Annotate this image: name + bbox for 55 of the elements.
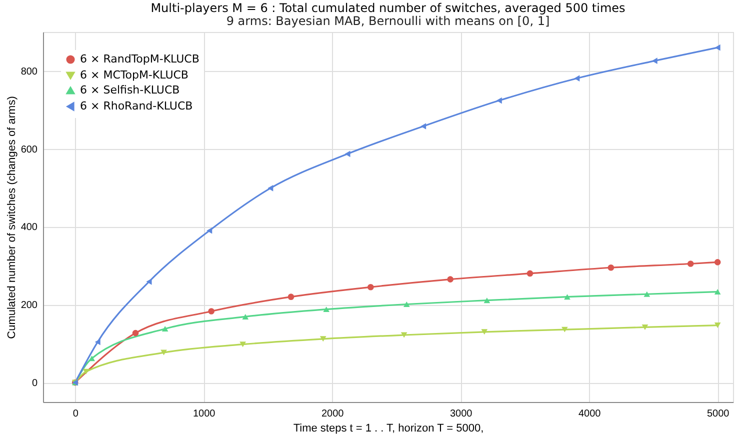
point — [714, 289, 721, 295]
point — [608, 264, 614, 271]
point — [320, 336, 326, 342]
legend-label: 6 × Selfish-KLUCB — [80, 84, 180, 96]
point — [574, 75, 580, 82]
point — [714, 44, 720, 51]
point — [447, 276, 454, 282]
point — [687, 260, 694, 267]
point — [344, 150, 350, 158]
point — [642, 324, 648, 330]
point — [288, 294, 294, 300]
point — [714, 259, 721, 266]
point — [162, 326, 168, 332]
point — [323, 306, 330, 312]
point — [400, 332, 408, 338]
point — [484, 298, 490, 304]
y-axis-title: Cumulated number of switches (changes of arms) — [6, 96, 18, 339]
x-tick-label: 4000 — [578, 408, 602, 420]
point — [132, 330, 139, 336]
point — [208, 308, 214, 314]
point — [714, 322, 721, 328]
chart-title: Multi-players M = 6 : Total cumulated number of switches, averaged 500 times — [150, 1, 626, 15]
y-tick-label: 200 — [20, 300, 38, 312]
x-tick-label: 3000 — [450, 408, 473, 420]
point — [526, 270, 534, 277]
point — [146, 278, 152, 285]
chart-subtitle: 9 arms: Bayesian MAB, Bernoulli with means on [0, 1] — [226, 14, 550, 28]
point — [94, 338, 100, 346]
legend-label: 6 × MCTopM-KLUCB — [80, 68, 188, 82]
x-tick-label: 0 — [72, 408, 79, 420]
x-tick-label: 2000 — [321, 408, 344, 420]
y-tick-label: 600 — [20, 144, 38, 156]
point — [88, 356, 95, 362]
x-tick-label: 1000 — [192, 408, 216, 420]
point — [481, 329, 488, 335]
point — [268, 185, 274, 192]
point — [82, 368, 90, 374]
point — [240, 342, 246, 348]
point — [242, 314, 249, 320]
point — [644, 291, 650, 297]
y-tick-label: 400 — [20, 222, 38, 234]
point — [564, 294, 570, 300]
legend-label: 6 × RandTopM-KLUCB — [80, 52, 200, 66]
y-tick-label: 800 — [20, 66, 38, 78]
point — [160, 350, 167, 356]
x-tick-label: 5000 — [706, 408, 730, 420]
point — [496, 97, 502, 104]
legend-label: 6 × RhoRand-KLUCB — [80, 100, 193, 112]
x-axis-title: Time steps t = 1 . . T, horizon T = 5000, — [293, 422, 484, 434]
point — [367, 284, 374, 290]
y-tick-label: 0 — [32, 378, 38, 390]
point — [420, 123, 426, 130]
point — [562, 326, 568, 332]
point — [403, 302, 410, 307]
point — [206, 227, 212, 234]
